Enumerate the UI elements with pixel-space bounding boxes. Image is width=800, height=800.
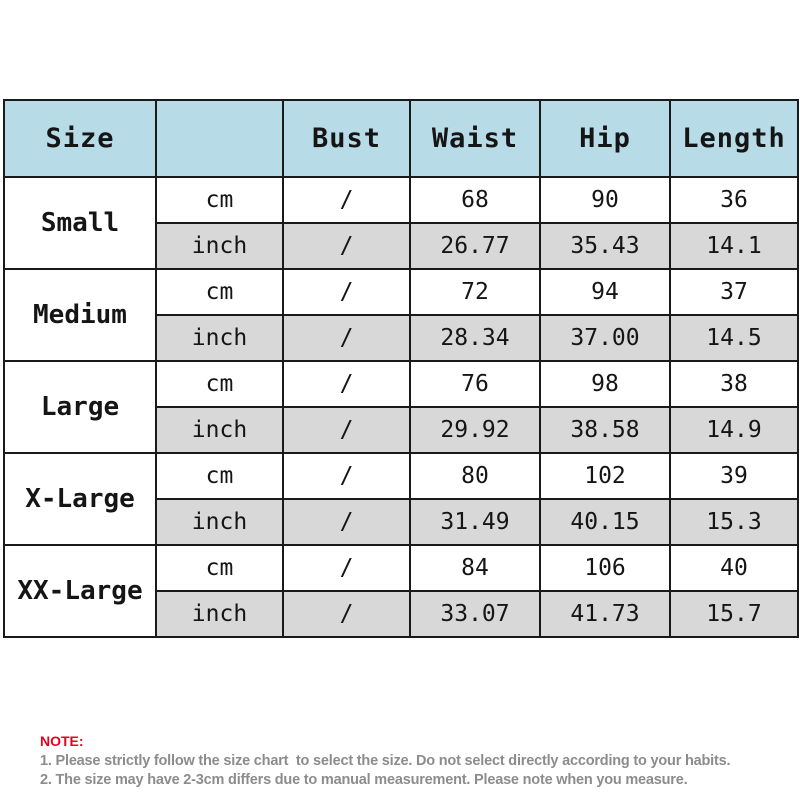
header-cell-waist: Waist xyxy=(409,99,541,178)
hip-cell: 90 xyxy=(539,176,671,224)
note-title: NOTE: xyxy=(40,733,84,749)
table-row-medium-cm: Medium cm / 72 94 37 xyxy=(3,268,799,362)
length-cell: 39 xyxy=(669,452,799,500)
note-line-2: 2. The size may have 2-3cm differs due t… xyxy=(40,771,688,788)
unit-cell: inch xyxy=(155,590,284,638)
bust-cell: / xyxy=(282,176,411,224)
bust-cell: / xyxy=(282,406,411,454)
length-cell: 14.1 xyxy=(669,222,799,270)
length-cell: 38 xyxy=(669,360,799,408)
unit-cell: inch xyxy=(155,498,284,546)
size-label-xxlarge: XX-Large xyxy=(3,544,157,638)
hip-cell: 35.43 xyxy=(539,222,671,270)
length-cell: 14.9 xyxy=(669,406,799,454)
waist-cell: 31.49 xyxy=(409,498,541,546)
length-cell: 36 xyxy=(669,176,799,224)
table-row-xxlarge-inch: inch / 33.07 41.73 15.7 xyxy=(4,590,799,638)
header-cell-size: Size xyxy=(3,99,157,178)
table-row-small-cm: Small cm / 68 90 36 xyxy=(3,176,799,270)
size-label-medium: Medium xyxy=(3,268,157,362)
header-cell-unit xyxy=(155,99,284,178)
unit-cell: cm xyxy=(155,360,284,408)
hip-cell: 98 xyxy=(539,360,671,408)
unit-cell: cm xyxy=(155,452,284,500)
table-row-xxlarge-cm: XX-Large cm / 84 106 40 xyxy=(3,544,799,638)
waist-cell: 84 xyxy=(409,544,541,592)
waist-cell: 28.34 xyxy=(409,314,541,362)
bust-cell: / xyxy=(282,360,411,408)
unit-cell: inch xyxy=(155,406,284,454)
bust-cell: / xyxy=(282,314,411,362)
length-cell: 40 xyxy=(669,544,799,592)
note-line-1: 1. Please strictly follow the size chart… xyxy=(40,753,731,769)
table-row-small-inch: inch / 26.77 35.43 14.1 xyxy=(4,222,799,270)
hip-cell: 37.00 xyxy=(539,314,671,362)
bust-cell: / xyxy=(282,268,411,316)
length-cell: 14.5 xyxy=(669,314,799,362)
bust-cell: / xyxy=(282,222,411,270)
bust-cell: / xyxy=(282,590,411,638)
unit-cell: cm xyxy=(155,268,284,316)
hip-cell: 106 xyxy=(539,544,671,592)
size-label-xlarge: X-Large xyxy=(3,452,157,546)
hip-cell: 94 xyxy=(539,268,671,316)
bust-cell: / xyxy=(282,452,411,500)
table-header-row: Size Bust Waist Hip Length xyxy=(3,99,799,178)
table-row-xlarge-cm: X-Large cm / 80 102 39 xyxy=(3,452,799,546)
unit-cell: cm xyxy=(155,176,284,224)
waist-cell: 68 xyxy=(409,176,541,224)
unit-cell: inch xyxy=(155,314,284,362)
note-section: NOTE: 1. Please strictly follow the size… xyxy=(40,733,731,789)
header-cell-bust: Bust xyxy=(282,99,411,178)
bust-cell: / xyxy=(282,544,411,592)
hip-cell: 40.15 xyxy=(539,498,671,546)
length-cell: 15.3 xyxy=(669,498,799,546)
waist-cell: 26.77 xyxy=(409,222,541,270)
table-row-xlarge-inch: inch / 31.49 40.15 15.3 xyxy=(4,498,799,546)
size-label-large: Large xyxy=(3,360,157,454)
waist-cell: 80 xyxy=(409,452,541,500)
table-row-large-inch: inch / 29.92 38.58 14.9 xyxy=(4,406,799,454)
size-chart-table: Size Bust Waist Hip Length Small cm / 68… xyxy=(3,99,799,638)
length-cell: 15.7 xyxy=(669,590,799,638)
waist-cell: 76 xyxy=(409,360,541,408)
length-cell: 37 xyxy=(669,268,799,316)
bust-cell: / xyxy=(282,498,411,546)
waist-cell: 29.92 xyxy=(409,406,541,454)
header-cell-length: Length xyxy=(669,99,799,178)
unit-cell: cm xyxy=(155,544,284,592)
table-row-large-cm: Large cm / 76 98 38 xyxy=(3,360,799,454)
hip-cell: 41.73 xyxy=(539,590,671,638)
size-label-small: Small xyxy=(3,176,157,270)
unit-cell: inch xyxy=(155,222,284,270)
hip-cell: 38.58 xyxy=(539,406,671,454)
waist-cell: 33.07 xyxy=(409,590,541,638)
hip-cell: 102 xyxy=(539,452,671,500)
header-cell-hip: Hip xyxy=(539,99,671,178)
table-row-medium-inch: inch / 28.34 37.00 14.5 xyxy=(4,314,799,362)
waist-cell: 72 xyxy=(409,268,541,316)
